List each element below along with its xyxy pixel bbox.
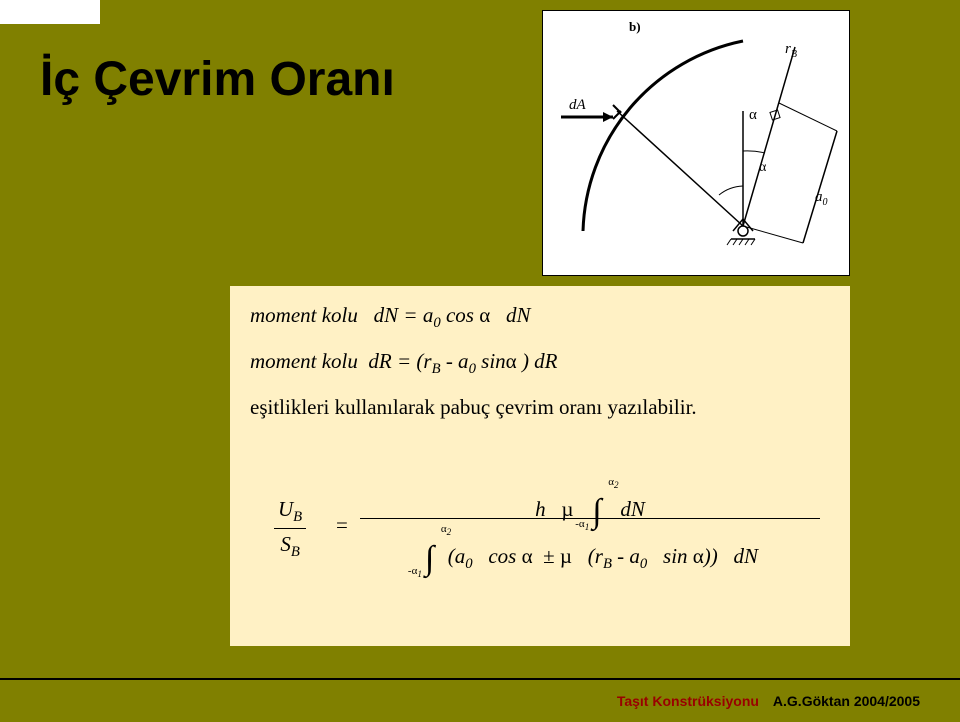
description-line: eşitlikleri kullanılarak pabuç çevrim or… <box>250 392 830 424</box>
page-title: İç Çevrim Oranı <box>40 52 395 107</box>
footer-author: A.G.Göktan 2004/2005 <box>773 693 920 709</box>
diagram-label-rB: rB <box>785 41 797 60</box>
numerator: h µ -α1 ∫ α2 dN <box>360 464 820 516</box>
brake-shoe-diagram: b) dA rB α α a0 <box>542 10 850 276</box>
content-box: moment kolu dN = a0 cos α dN moment kolu… <box>230 286 850 646</box>
moment-dN-line: moment kolu dN = a0 cos α dN <box>250 300 830 334</box>
diagram-label-dA: dA <box>569 97 587 113</box>
rhs-fraction: h µ -α1 ∫ α2 dN -α1 ∫ α2 <box>360 464 820 573</box>
footer: Taşıt Konstrüksiyonu A.G.Göktan 2004/200… <box>0 678 960 722</box>
diagram-label-alpha2: α <box>759 160 767 175</box>
diagram-label-b: b) <box>629 19 641 34</box>
diagram-label-alpha1: α <box>749 107 757 123</box>
diagram-label-a0: a0 <box>815 189 828 208</box>
lhs-fraction: UB SB <box>274 494 306 563</box>
cevrim-formula: UB SB = h µ -α1 ∫ α2 dN <box>250 464 830 584</box>
corner-tab <box>0 0 100 24</box>
equals-sign: = <box>336 510 348 542</box>
denominator: -α1 ∫ α2 (a0 cos α ± µ (rB - a0 sin α)) … <box>360 521 820 573</box>
moment-dR-line: moment kolu dR = (rB - a0 sinα ) dR <box>250 346 830 380</box>
diagram-svg: b) dA rB α α a0 <box>543 11 851 277</box>
footer-course: Taşıt Konstrüksiyonu <box>617 693 759 709</box>
